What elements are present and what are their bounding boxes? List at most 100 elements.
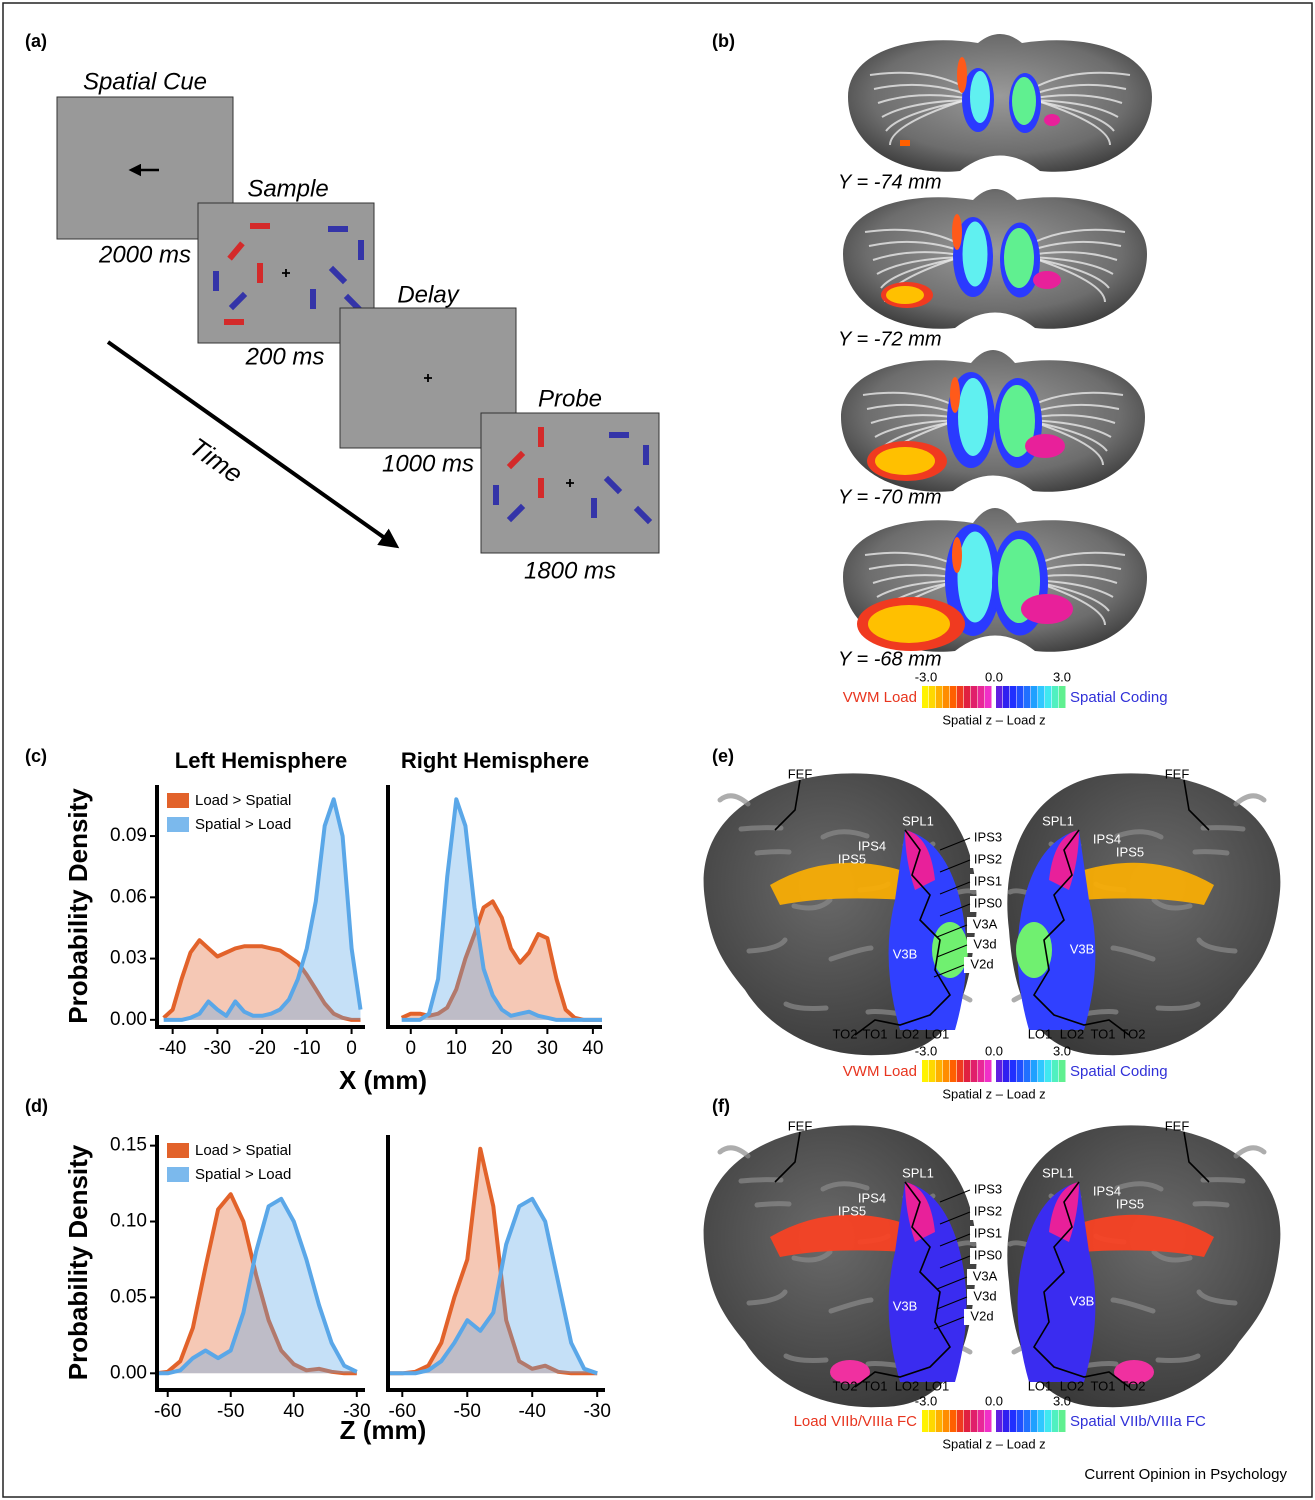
region-label: LO2 xyxy=(1060,1378,1085,1393)
region-label: LO1 xyxy=(925,1378,950,1393)
stimulus-bar xyxy=(228,291,248,311)
y-tick-label: 0.00 xyxy=(110,1362,147,1383)
activation xyxy=(1004,228,1034,288)
sulcus xyxy=(1155,1001,1201,1011)
colorbar-tick: 0.0 xyxy=(985,1393,1003,1408)
colorbar-tick: -3.0 xyxy=(915,669,937,684)
colorbar-swatch xyxy=(985,1410,992,1432)
sulcus xyxy=(1110,945,1156,962)
colorbar-swatch xyxy=(922,1060,929,1082)
y-axis-label: Probability Density xyxy=(63,788,93,1024)
panel-label: (e) xyxy=(712,746,734,766)
cerebellum-slice xyxy=(843,508,1147,652)
colorbar-swatch xyxy=(922,1410,929,1432)
stimulus-bar xyxy=(310,289,316,309)
leader-line xyxy=(939,837,971,851)
x-tick-label: -40 xyxy=(159,1038,186,1059)
activation xyxy=(888,830,967,1030)
panel-label: (f) xyxy=(712,1096,730,1116)
activation xyxy=(1017,830,1096,1030)
activation xyxy=(1021,594,1073,624)
stimulus-bar xyxy=(538,427,544,447)
sulcus xyxy=(1151,897,1193,911)
sulcus xyxy=(791,897,833,911)
leader-line xyxy=(939,1211,971,1225)
hemisphere xyxy=(703,1125,977,1408)
region-label: LO2 xyxy=(1060,1026,1085,1041)
stimulus-bar xyxy=(609,432,629,438)
region-label: SPL1 xyxy=(1042,1165,1074,1180)
leader-line xyxy=(939,1255,971,1269)
region-label: IPS4 xyxy=(858,838,886,853)
sulcus xyxy=(1192,1201,1230,1208)
stimulus-bar xyxy=(538,478,544,498)
colorbar-tick: 3.0 xyxy=(1053,1043,1071,1058)
activation xyxy=(1114,1360,1154,1384)
activation xyxy=(1079,862,1214,905)
colorbar-swatch xyxy=(1017,1060,1024,1082)
colorbar-swatch xyxy=(1059,686,1066,708)
colorbar-swatch xyxy=(1059,1060,1066,1082)
activation xyxy=(1044,114,1060,126)
region-label: V3B xyxy=(893,1298,918,1313)
leader-line xyxy=(933,964,965,978)
activation xyxy=(900,140,910,146)
sulcus xyxy=(820,1181,870,1192)
stimulus-bar xyxy=(591,498,597,518)
colorbar-swatch xyxy=(1024,686,1031,708)
x-tick-label: -60 xyxy=(154,1401,181,1422)
label-bg xyxy=(970,852,1006,868)
activation xyxy=(962,221,988,287)
colorbar-swatch xyxy=(936,1410,943,1432)
roi-outline xyxy=(774,1131,952,1388)
region-label: FEF xyxy=(1165,766,1190,781)
cerebellum-outline xyxy=(848,34,1152,172)
colorbar-swatch xyxy=(996,1060,1003,1082)
colorbar-tick: 3.0 xyxy=(1053,669,1071,684)
sulcus xyxy=(738,1177,784,1184)
density-area xyxy=(389,1198,598,1374)
colorbar-tick: 0.0 xyxy=(985,669,1003,684)
colorbar-swatch xyxy=(943,1410,950,1432)
colorbar-swatch xyxy=(971,686,978,708)
colorbar-swatch xyxy=(1031,1060,1038,1082)
region-label: TO2 xyxy=(1120,1026,1145,1041)
region-label: FEF xyxy=(788,766,813,781)
region-label: SPL1 xyxy=(902,813,934,828)
y-tick-label: 0.15 xyxy=(110,1135,147,1156)
stimulus-bar xyxy=(328,265,348,285)
colorbar-swatch xyxy=(1010,686,1017,708)
x-tick-label: -30 xyxy=(583,1401,610,1422)
colorbar-right-label: Spatial Coding xyxy=(1070,1063,1168,1080)
density-line xyxy=(155,1196,358,1376)
hemisphere xyxy=(1007,773,1281,1056)
colorbar-tick: 0.0 xyxy=(985,1043,1003,1058)
activation xyxy=(888,1182,967,1382)
legend-label: Spatial > Load xyxy=(195,1166,291,1183)
activation xyxy=(886,286,924,304)
y-tick-label: 0.05 xyxy=(110,1286,147,1307)
colorbar-swatch xyxy=(1010,1410,1017,1432)
leader-line xyxy=(936,1276,968,1290)
colorbar-caption: Spatial z – Load z xyxy=(942,712,1045,727)
activation xyxy=(770,862,905,905)
sulcus xyxy=(791,1249,833,1263)
region-label: TO2 xyxy=(832,1026,857,1041)
slice-label: Y = -72 mm xyxy=(838,328,942,350)
region-label: TO1 xyxy=(862,1026,887,1041)
colorbar-swatch xyxy=(985,1060,992,1082)
colorbar-swatch xyxy=(1017,1410,1024,1432)
colorbar-swatch xyxy=(1052,1060,1059,1082)
colorbar-swatch xyxy=(1031,1410,1038,1432)
activation xyxy=(830,1360,870,1384)
region-label: IPS4 xyxy=(858,1190,886,1205)
colorbar-swatch xyxy=(996,686,1003,708)
stimulus-bar xyxy=(506,450,526,470)
activation xyxy=(952,537,962,573)
panel-label: (d) xyxy=(25,1096,48,1116)
x-axis-label: Z (mm) xyxy=(340,1415,427,1445)
region-label: V2d xyxy=(970,1308,993,1323)
white-matter xyxy=(881,99,974,118)
activation xyxy=(958,378,988,456)
leader-line xyxy=(939,903,971,917)
